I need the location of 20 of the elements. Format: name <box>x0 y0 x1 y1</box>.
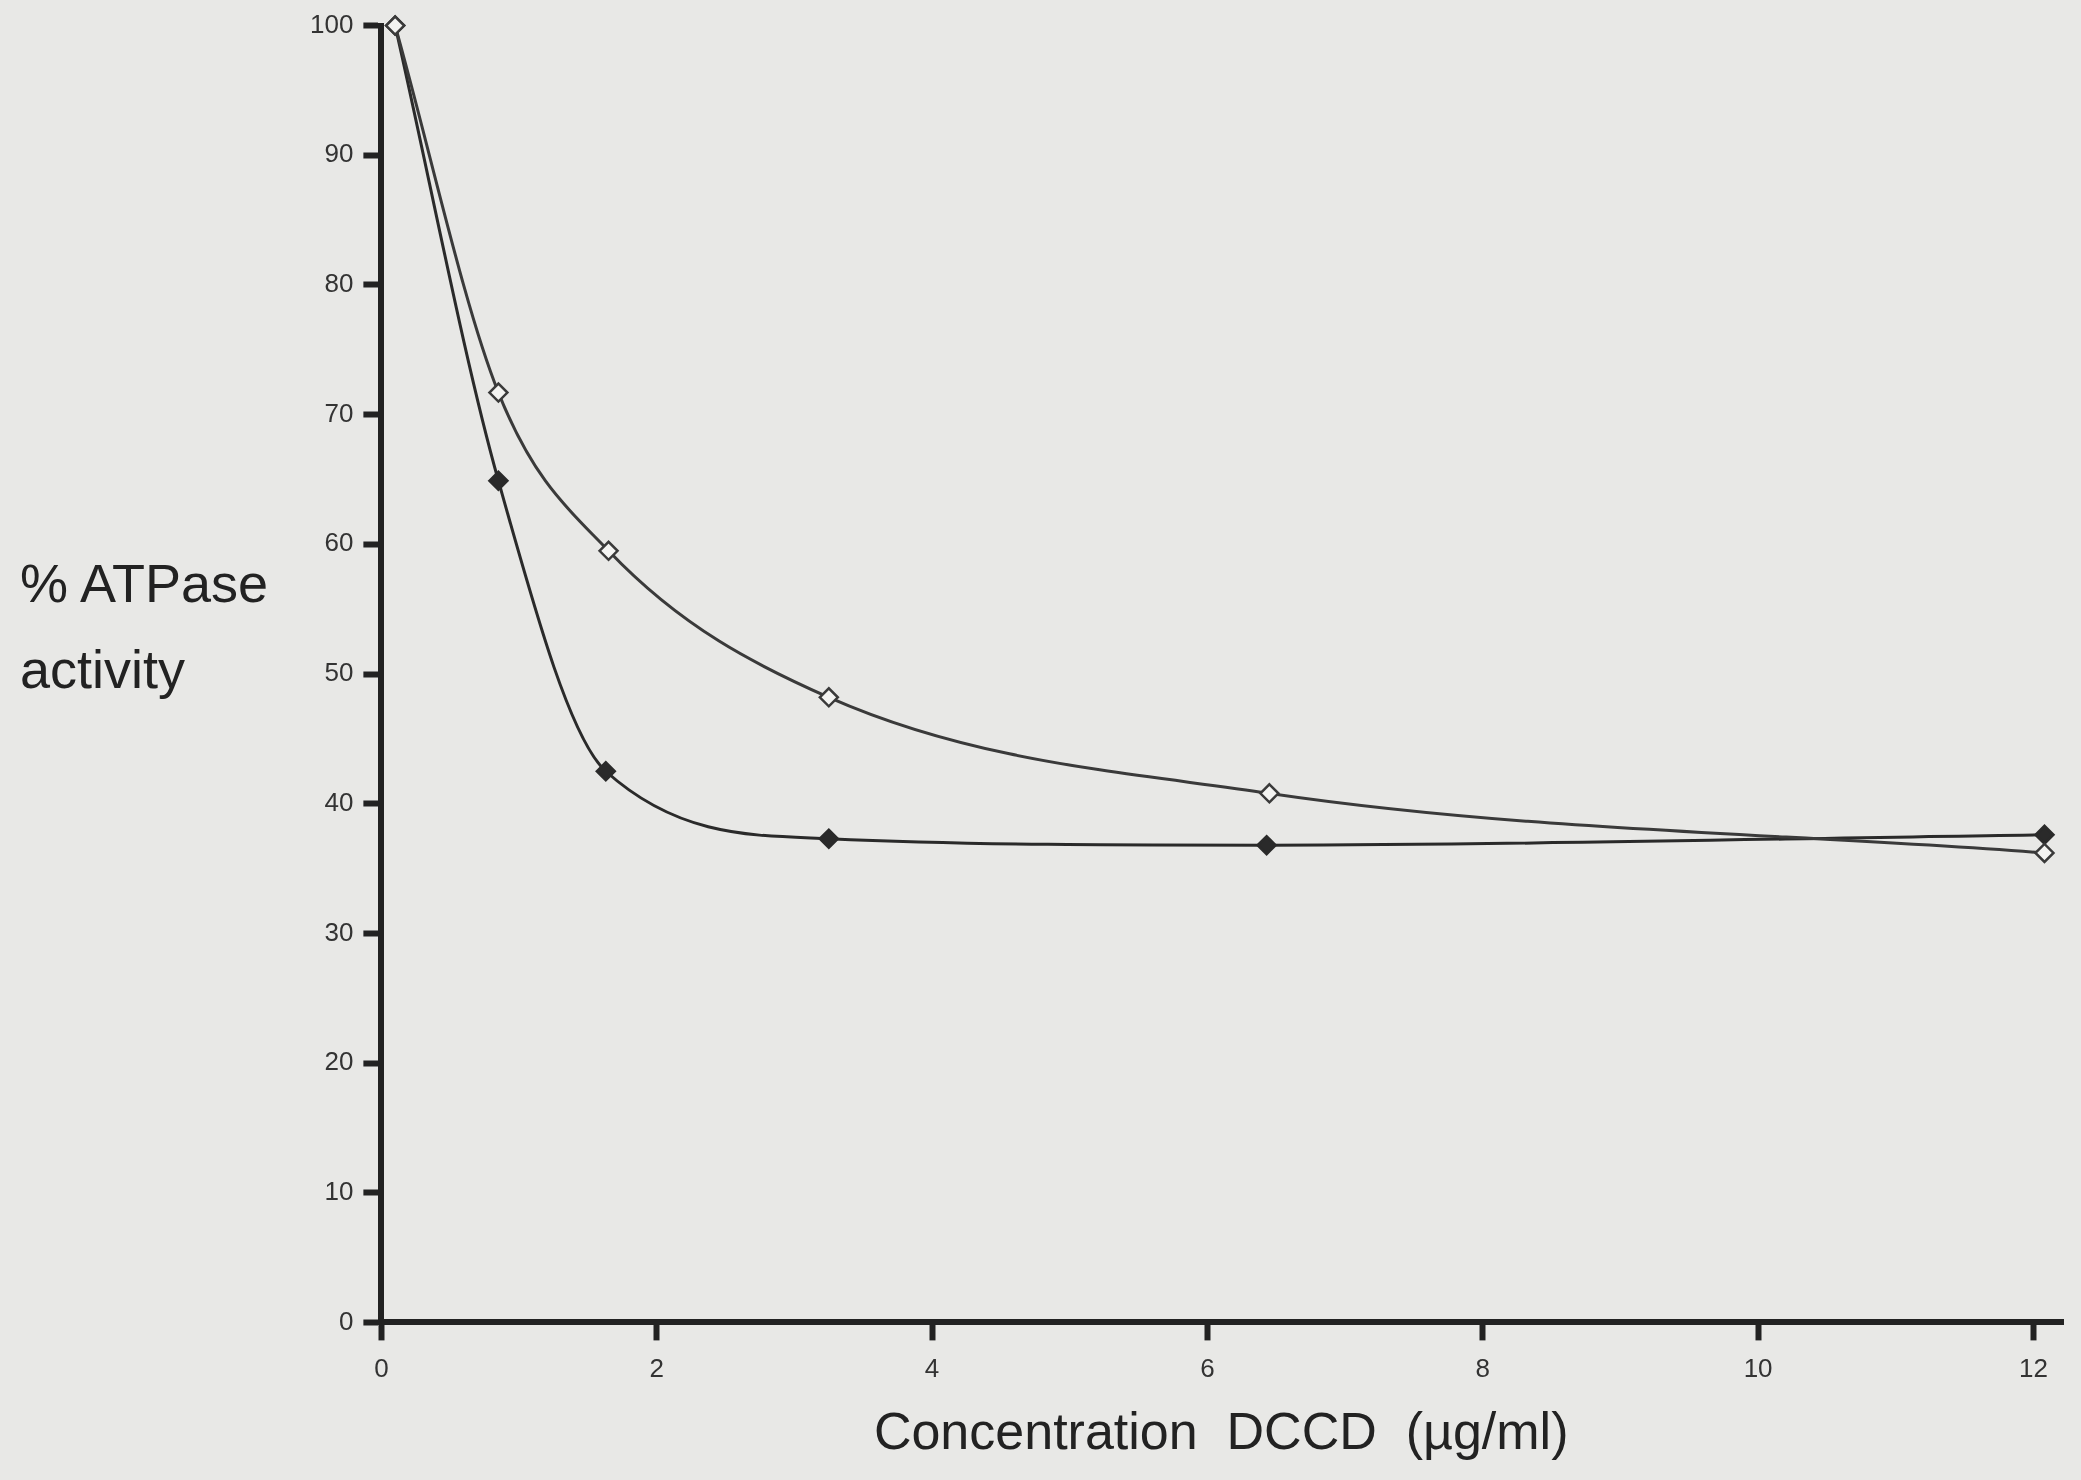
x-tick-label: 6 <box>1200 1353 1215 1384</box>
y-tick-label: 60 <box>324 527 354 558</box>
y-tick-label: 30 <box>324 916 354 947</box>
y-tick-label: 80 <box>324 268 354 299</box>
y-tick-label: 100 <box>309 8 354 39</box>
x-tick-label: 4 <box>924 1353 940 1384</box>
y-tick-label: 90 <box>324 138 354 169</box>
y-axis-title: % ATPase activity <box>20 552 270 702</box>
y-tick-label: 10 <box>324 1175 354 1206</box>
y-tick-label: 20 <box>324 1046 354 1077</box>
y-tick-label: 40 <box>324 786 354 817</box>
x-tick-label: 12 <box>2019 1353 2048 1384</box>
y-tick-label: 70 <box>324 397 354 428</box>
x-tick-label: 8 <box>1475 1353 1490 1384</box>
x-tick-label: 2 <box>649 1353 664 1384</box>
x-tick-label: 0 <box>374 1353 389 1384</box>
y-tick-label: 50 <box>324 657 354 688</box>
x-tick-label: 10 <box>1743 1353 1773 1384</box>
x-axis-title: Concentration DCCD (µg/ml) <box>873 1402 1569 1461</box>
y-tick-label: 0 <box>338 1305 354 1336</box>
